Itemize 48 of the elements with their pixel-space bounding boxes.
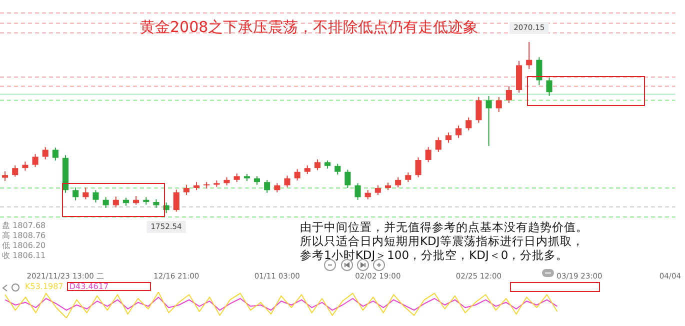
- candlestick: [456, 125, 462, 138]
- text: 高 1808.76: [2, 231, 46, 240]
- candlestick: [476, 96, 482, 124]
- candlestick: [72, 186, 79, 201]
- candlestick: [12, 164, 18, 178]
- candlestick: [102, 196, 109, 208]
- candlestick: [496, 96, 502, 113]
- candlestick: [506, 86, 512, 104]
- candlestick: [294, 168, 300, 181]
- text: 盘 1807.68: [2, 221, 46, 230]
- chart-title: 黄金2008之下承压震荡，不排除低点仍有走低迹象: [140, 18, 478, 36]
- candlestick: [395, 176, 402, 188]
- candlestick: [344, 169, 351, 188]
- candlestick: [92, 190, 99, 204]
- candlestick: [536, 56, 542, 86]
- candlestick: [52, 147, 58, 162]
- candlestick: [466, 116, 472, 131]
- candlestick: [364, 190, 371, 200]
- candlestick: [173, 189, 180, 212]
- candlestick: [374, 184, 381, 196]
- candlestick: [425, 146, 432, 163]
- candlestick: [274, 182, 280, 193]
- candlestick: [486, 95, 492, 146]
- series-label: D43.4617: [69, 282, 109, 292]
- candlestick: [183, 184, 190, 196]
- text: 参考1小时KDJ＞100，分批空，KDJ＜0，分批多。: [300, 248, 568, 262]
- candlestick: [405, 172, 412, 183]
- candlestick: [82, 186, 89, 200]
- text: 收 1806.11: [2, 251, 46, 260]
- candlestick: [2, 170, 8, 182]
- candlestick: [112, 196, 119, 208]
- candlestick: [526, 42, 532, 70]
- candlestick: [415, 156, 422, 178]
- text: 由于中间位置，并无值得参考的点基本没有趋势价值。: [300, 220, 588, 234]
- text: 低 1806.20: [2, 241, 46, 250]
- candlestick: [314, 158, 320, 171]
- candlestick: [42, 146, 48, 160]
- candlestick: [354, 182, 361, 200]
- candlestick: [32, 154, 38, 168]
- candlestick: [445, 132, 452, 144]
- candlestick: [435, 136, 442, 152]
- candlestick: [22, 161, 28, 172]
- series-label: K53.1987: [25, 282, 64, 292]
- candlestick: [334, 163, 341, 176]
- candlestick: [546, 77, 552, 96]
- candlestick: [284, 175, 290, 188]
- text: 所以只适合日内短期用KDJ等震荡指标进行日内抓取，: [300, 234, 584, 248]
- candlestick: [264, 179, 270, 194]
